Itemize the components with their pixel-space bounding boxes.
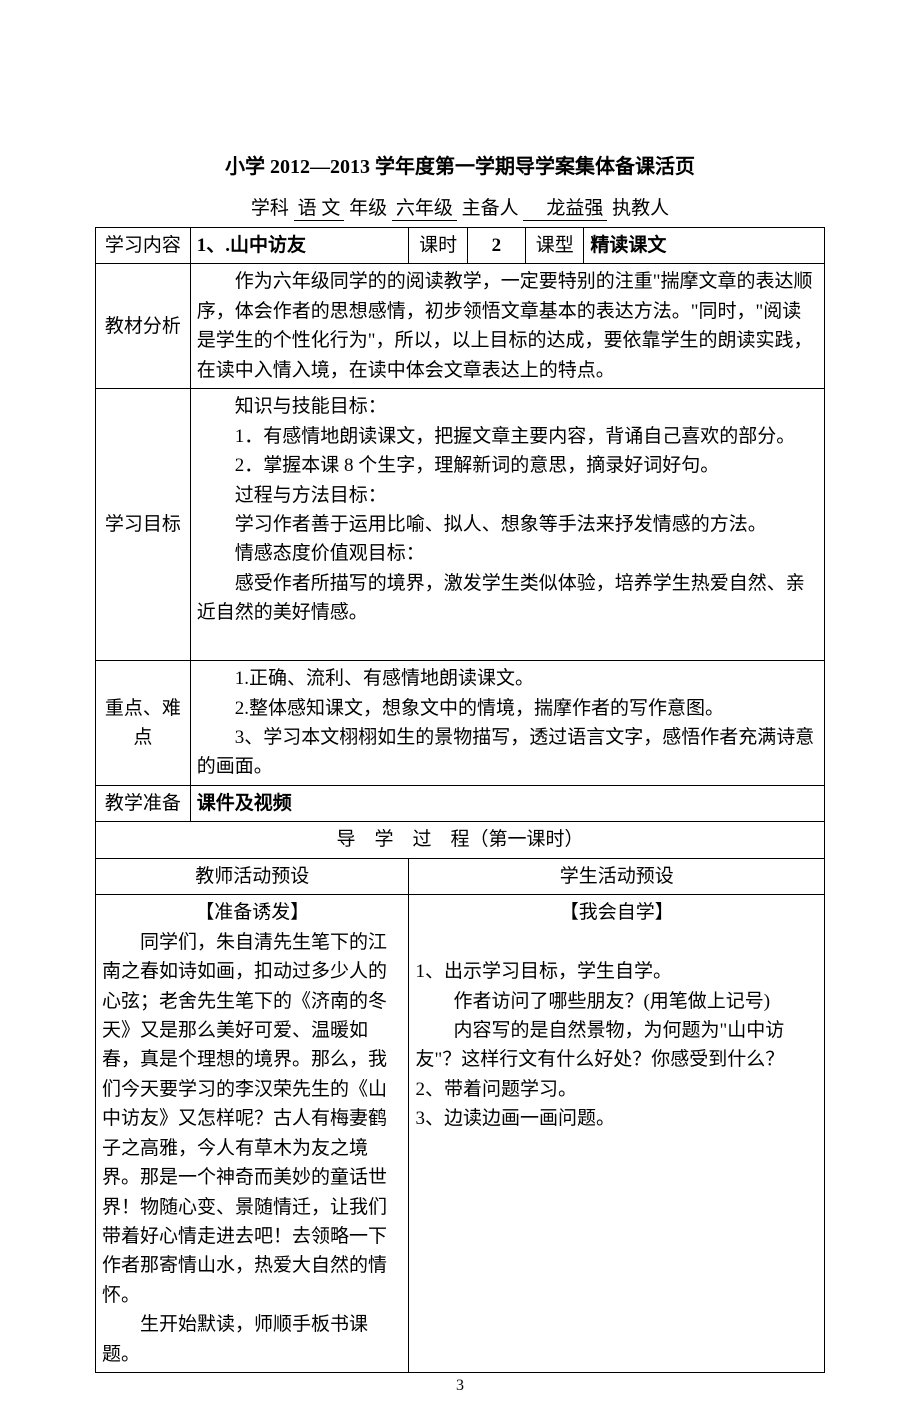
teacher-p2: 生开始默读，师顺手板书课题。 — [102, 1310, 402, 1369]
student-p3: 内容写的是自然景物，为何题为"山中访友"？这样行文有什么好处？你感受到什么？ — [415, 1016, 818, 1075]
student-p5: 3、边读边画一画问题。 — [415, 1104, 818, 1133]
period-value: 2 — [467, 228, 525, 264]
page-title: 小学 2012—2013 学年度第一学期导学案集体备课活页 — [95, 150, 825, 179]
focus-text: 1.正确、流利、有感情地朗读课文。 2.整体感知课文，想象文中的情境，揣摩作者的… — [190, 661, 824, 786]
goals-p5: 学习作者善于运用比喻、拟人、想象等手法来抒发情感的方法。 — [197, 510, 818, 539]
analysis-text: 作为六年级同学的的阅读教学，一定要特别的注重"揣摩文章的表达顺序，体会作者的思想… — [190, 264, 824, 389]
goals-p7: 感受作者所描写的境界，激发学生类似体验，培养学生热爱自然、亲近自然的美好情感。 — [197, 569, 818, 628]
teacher-cell: 【准备诱发】 同学们，朱自清先生笔下的江南之春如诗如画，扣动过多少人的心弦；老舍… — [96, 895, 409, 1373]
prep-value: 课件及视频 — [190, 785, 824, 821]
student-blank — [415, 928, 818, 957]
focus-label: 重点、难点 — [96, 661, 191, 786]
analysis-p: 作为六年级同学的的阅读教学，一定要特别的注重"揣摩文章的表达顺序，体会作者的思想… — [197, 267, 818, 385]
row-activities: 【准备诱发】 同学们，朱自清先生笔下的江南之春如诗如画，扣动过多少人的心弦；老舍… — [96, 895, 825, 1373]
student-heading: 【我会自学】 — [415, 898, 818, 927]
goals-spacer — [197, 628, 818, 657]
process-header: 导 学 过 程（第一课时） — [96, 822, 825, 858]
period-label: 课时 — [409, 228, 467, 264]
row-column-headers: 教师活动预设 学生活动预设 — [96, 858, 825, 894]
grade-value: 六年级 — [392, 193, 457, 221]
student-cell: 【我会自学】 1、出示学习目标，学生自学。 作者访问了哪些朋友？(用笔做上记号)… — [409, 895, 825, 1373]
goals-text: 知识与技能目标： 1．有感情地朗读课文，把握文章主要内容，背诵自己喜欢的部分。 … — [190, 389, 824, 661]
student-p1: 1、出示学习目标，学生自学。 — [415, 957, 818, 986]
focus-p1: 1.正确、流利、有感情地朗读课文。 — [197, 664, 818, 693]
col-student: 学生活动预设 — [409, 858, 825, 894]
page-number: 3 — [0, 1377, 920, 1395]
type-value: 精读课文 — [584, 228, 825, 264]
goals-p1: 知识与技能目标： — [197, 392, 818, 421]
focus-p2: 2.整体感知课文，想象文中的情境，揣摩作者的写作意图。 — [197, 694, 818, 723]
goals-label: 学习目标 — [96, 389, 191, 661]
meta-line: 学科 语 文 年级 六年级 主备人 龙益强 执教人 — [95, 193, 825, 221]
document-page: 小学 2012—2013 学年度第一学期导学案集体备课活页 学科 语 文 年级 … — [0, 0, 920, 1413]
row-focus: 重点、难点 1.正确、流利、有感情地朗读课文。 2.整体感知课文，想象文中的情境… — [96, 661, 825, 786]
content-label: 学习内容 — [96, 228, 191, 264]
teacher-p1: 同学们，朱自清先生笔下的江南之春如诗如画，扣动过多少人的心弦；老舍先生笔下的《济… — [102, 928, 402, 1311]
teacher-label: 执教人 — [612, 198, 669, 219]
focus-p3: 3、学习本文栩栩如生的景物描写，透过语言文字，感悟作者充满诗意的画面。 — [197, 723, 818, 782]
teacher-heading: 【准备诱发】 — [102, 898, 402, 927]
goals-p6: 情感态度价值观目标： — [197, 539, 818, 568]
row-goals: 学习目标 知识与技能目标： 1．有感情地朗读课文，把握文章主要内容，背诵自己喜欢… — [96, 389, 825, 661]
goals-p2: 1．有感情地朗读课文，把握文章主要内容，背诵自己喜欢的部分。 — [197, 422, 818, 451]
subject-label: 学科 — [251, 198, 289, 219]
col-teacher: 教师活动预设 — [96, 858, 409, 894]
goals-p4: 过程与方法目标： — [197, 481, 818, 510]
row-prep: 教学准备 课件及视频 — [96, 785, 825, 821]
preparer-value: 龙益强 — [523, 193, 607, 221]
type-label: 课型 — [526, 228, 584, 264]
goals-p3: 2．掌握本课 8 个生字，理解新词的意思，摘录好词好句。 — [197, 451, 818, 480]
analysis-label: 教材分析 — [96, 264, 191, 389]
content-value: 1、.山中访友 — [190, 228, 409, 264]
row-analysis: 教材分析 作为六年级同学的的阅读教学，一定要特别的注重"揣摩文章的表达顺序，体会… — [96, 264, 825, 389]
row-content: 学习内容 1、.山中访友 课时 2 课型 精读课文 — [96, 228, 825, 264]
grade-label: 年级 — [349, 198, 387, 219]
preparer-label: 主备人 — [462, 198, 519, 219]
student-p2: 作者访问了哪些朋友？(用笔做上记号) — [415, 987, 818, 1016]
lesson-table: 学习内容 1、.山中访友 课时 2 课型 精读课文 教材分析 作为六年级同学的的… — [95, 227, 825, 1373]
row-process-header: 导 学 过 程（第一课时） — [96, 822, 825, 858]
subject-value: 语 文 — [294, 193, 345, 221]
student-p4: 2、带着问题学习。 — [415, 1075, 818, 1104]
prep-label: 教学准备 — [96, 785, 191, 821]
